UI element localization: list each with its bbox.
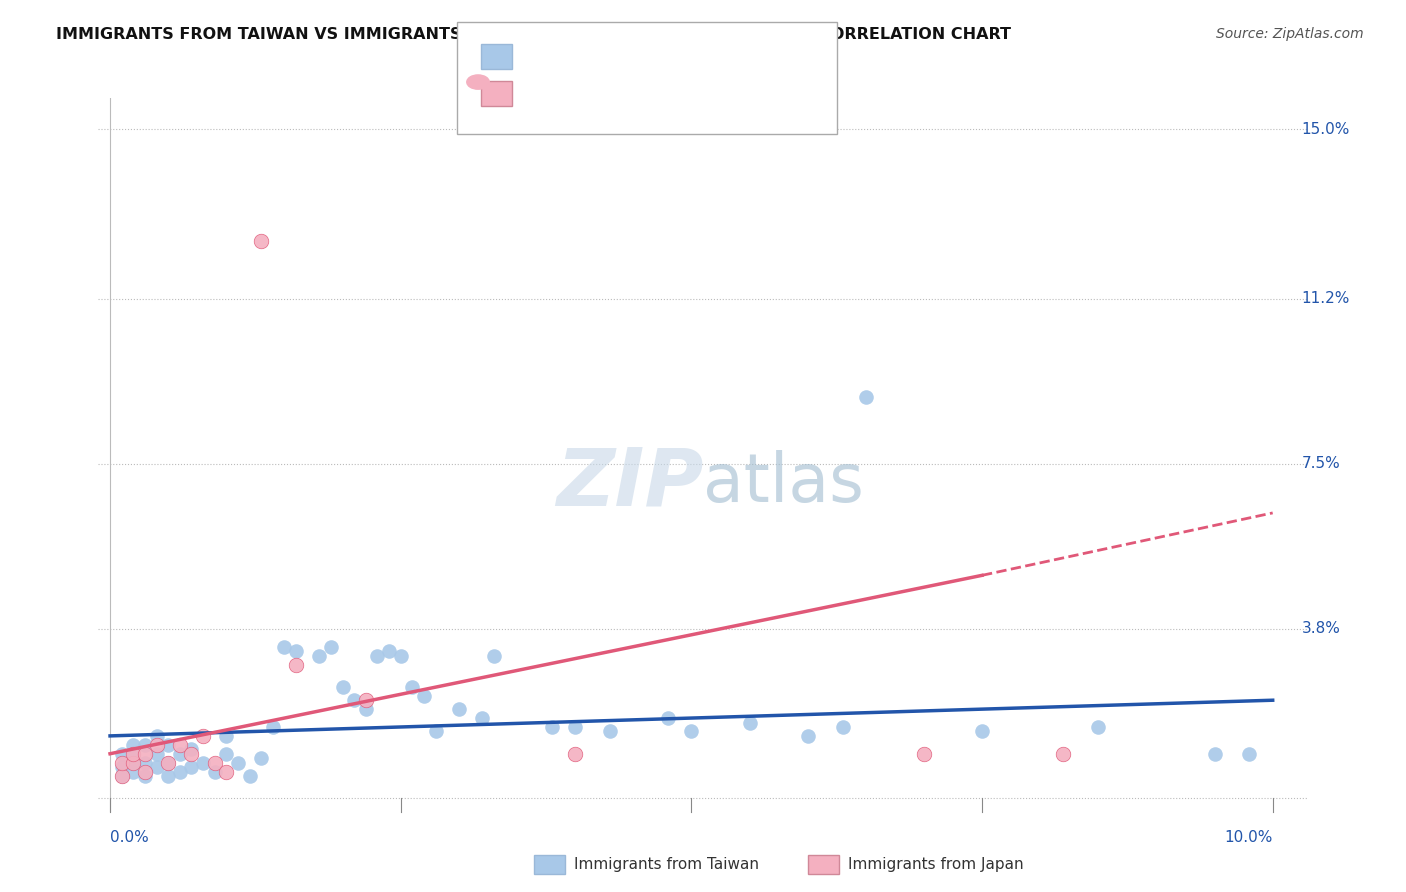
Point bbox=[145, 760, 167, 774]
Point bbox=[145, 738, 167, 752]
Point bbox=[134, 747, 156, 761]
Point bbox=[319, 640, 342, 654]
Point bbox=[1087, 720, 1109, 734]
Point bbox=[564, 720, 586, 734]
Point bbox=[145, 729, 167, 743]
Text: 15.0%: 15.0% bbox=[1302, 122, 1350, 136]
Point bbox=[157, 756, 180, 770]
Point bbox=[970, 724, 993, 739]
Point bbox=[482, 648, 505, 663]
Point bbox=[564, 747, 586, 761]
Text: ZIP: ZIP bbox=[555, 444, 703, 523]
Point bbox=[180, 742, 202, 756]
Point bbox=[273, 640, 295, 654]
Point bbox=[134, 764, 156, 779]
Point bbox=[111, 756, 134, 770]
Text: 57: 57 bbox=[643, 47, 668, 65]
Point bbox=[796, 729, 818, 743]
Point bbox=[215, 729, 238, 743]
Point bbox=[354, 693, 377, 707]
Text: 11.2%: 11.2% bbox=[1302, 292, 1350, 306]
Point bbox=[145, 747, 167, 761]
Point bbox=[540, 720, 562, 734]
Text: Immigrants from Japan: Immigrants from Japan bbox=[848, 857, 1024, 871]
Point bbox=[285, 644, 308, 658]
Point bbox=[285, 657, 308, 672]
Point bbox=[425, 724, 447, 739]
Point bbox=[226, 756, 249, 770]
Text: N =: N = bbox=[616, 85, 655, 103]
Point bbox=[912, 747, 935, 761]
Point bbox=[180, 760, 202, 774]
Point bbox=[413, 689, 436, 703]
Point bbox=[157, 738, 180, 752]
Point bbox=[111, 760, 134, 774]
Text: 0.084: 0.084 bbox=[548, 47, 599, 65]
Point bbox=[134, 769, 156, 783]
Point bbox=[157, 769, 180, 783]
Point bbox=[122, 756, 145, 770]
Point bbox=[308, 648, 330, 663]
Point bbox=[401, 680, 423, 694]
Point bbox=[169, 764, 191, 779]
Point bbox=[1239, 747, 1261, 761]
Text: 10.0%: 10.0% bbox=[1225, 830, 1272, 845]
Point bbox=[191, 729, 214, 743]
Point bbox=[204, 756, 226, 770]
Text: R =: R = bbox=[520, 85, 565, 103]
Point bbox=[855, 390, 877, 404]
Text: R =: R = bbox=[520, 47, 565, 65]
Point bbox=[122, 738, 145, 752]
Text: IMMIGRANTS FROM TAIWAN VS IMMIGRANTS FROM JAPAN DISABILITY AGE UNDER 5 CORRELATI: IMMIGRANTS FROM TAIWAN VS IMMIGRANTS FRO… bbox=[56, 27, 1011, 42]
Point bbox=[215, 764, 238, 779]
Point bbox=[157, 756, 180, 770]
Text: 0.0%: 0.0% bbox=[110, 830, 149, 845]
Point bbox=[111, 769, 134, 783]
Point bbox=[378, 644, 401, 658]
Point bbox=[389, 648, 412, 663]
Point bbox=[134, 738, 156, 752]
Point bbox=[204, 764, 226, 779]
Point bbox=[169, 747, 191, 761]
Point bbox=[366, 648, 388, 663]
Text: 0.182: 0.182 bbox=[548, 85, 599, 103]
Text: atlas: atlas bbox=[703, 450, 863, 516]
Point bbox=[681, 724, 703, 739]
Text: Source: ZipAtlas.com: Source: ZipAtlas.com bbox=[1216, 27, 1364, 41]
Text: 3.8%: 3.8% bbox=[1302, 622, 1341, 636]
Point bbox=[122, 747, 145, 761]
Point bbox=[180, 747, 202, 761]
Point bbox=[354, 702, 377, 716]
Point bbox=[447, 702, 470, 716]
Point bbox=[343, 693, 366, 707]
Point bbox=[599, 724, 621, 739]
Point bbox=[250, 751, 273, 765]
Text: Immigrants from Taiwan: Immigrants from Taiwan bbox=[574, 857, 759, 871]
Point bbox=[262, 720, 284, 734]
Text: N =: N = bbox=[616, 47, 655, 65]
Point bbox=[122, 747, 145, 761]
Point bbox=[1052, 747, 1074, 761]
Point bbox=[250, 234, 273, 248]
Point bbox=[122, 756, 145, 770]
Point bbox=[657, 711, 679, 725]
Point bbox=[332, 680, 354, 694]
Point bbox=[1204, 747, 1226, 761]
Point bbox=[471, 711, 494, 725]
Point bbox=[111, 769, 134, 783]
Point bbox=[134, 756, 156, 770]
Point bbox=[738, 715, 761, 730]
Point bbox=[191, 756, 214, 770]
Text: 7.5%: 7.5% bbox=[1302, 457, 1340, 471]
Point bbox=[111, 747, 134, 761]
Text: 19: 19 bbox=[643, 85, 668, 103]
Point bbox=[215, 747, 238, 761]
Point bbox=[122, 764, 145, 779]
Point bbox=[831, 720, 853, 734]
Point bbox=[239, 769, 262, 783]
Point bbox=[169, 738, 191, 752]
